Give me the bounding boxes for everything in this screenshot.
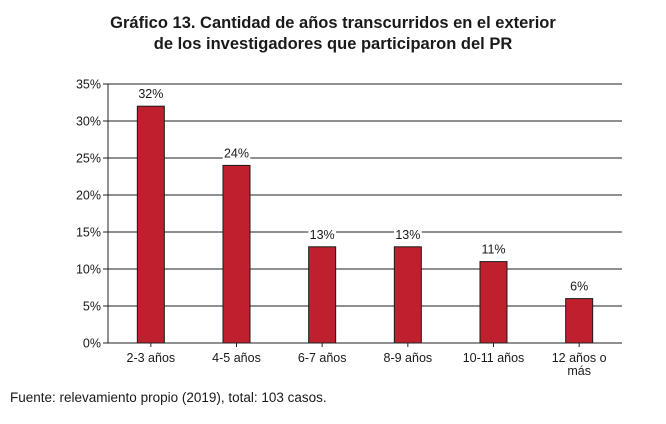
x-tick-label: 8-9 años <box>384 351 433 365</box>
y-tick-label: 0% <box>83 337 101 351</box>
source-note: Fuente: relevamiento propio (2019), tota… <box>10 390 327 405</box>
y-tick-label: 10% <box>76 263 101 277</box>
x-tick-label: 4-5 años <box>212 351 261 365</box>
bar <box>479 261 508 344</box>
data-label-background <box>222 145 251 161</box>
bar <box>565 298 594 344</box>
y-tick-label: 5% <box>83 300 101 314</box>
data-label-background <box>568 278 590 294</box>
y-tick-label: 25% <box>76 152 101 166</box>
x-tick-label: 12 años o <box>552 351 607 365</box>
data-label: 32% <box>138 87 163 101</box>
data-label: 13% <box>310 228 335 242</box>
bar <box>136 105 165 344</box>
data-label: 13% <box>395 228 420 242</box>
y-tick-label: 30% <box>76 115 101 129</box>
data-label-background <box>479 241 508 257</box>
data-label: 24% <box>224 146 249 160</box>
chart-title-line-1: Gráfico 13. Cantidad de años transcurrid… <box>110 14 556 32</box>
data-label-background <box>137 86 165 102</box>
chart-title: Gráfico 13. Cantidad de años transcurrid… <box>0 13 666 55</box>
x-tick-label: más <box>567 364 591 378</box>
data-label-background <box>308 226 336 242</box>
y-tick-label: 20% <box>76 189 101 203</box>
x-tick-label: 10-11 años <box>463 351 525 365</box>
bar <box>393 246 422 344</box>
chart-title-line-2: de los investigadores que participaron d… <box>153 35 513 53</box>
data-label-background <box>394 226 422 242</box>
data-label: 6% <box>570 280 588 294</box>
data-label: 11% <box>481 243 505 257</box>
bar <box>308 246 337 344</box>
bar <box>222 164 251 344</box>
x-tick-label: 2-3 años <box>127 351 176 365</box>
y-tick-label: 35% <box>76 78 101 92</box>
x-tick-label: 6-7 años <box>298 351 347 365</box>
y-tick-label: 15% <box>76 226 101 240</box>
